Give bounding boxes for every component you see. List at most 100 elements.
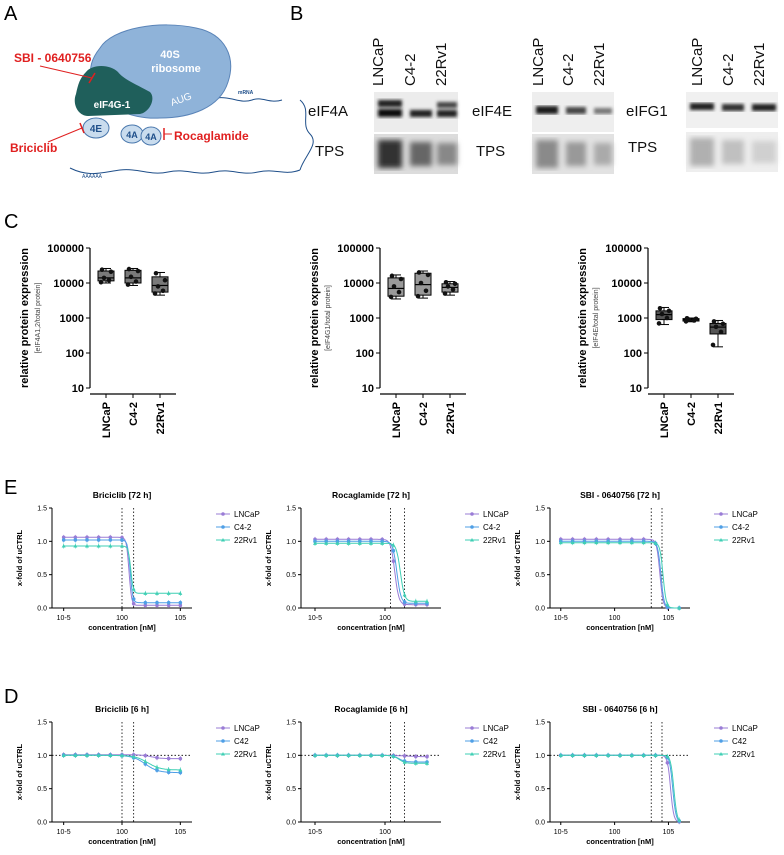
box-point (128, 274, 134, 280)
box-point (416, 270, 422, 275)
y-axis-label: x-fold of uCTRL (264, 529, 273, 586)
band-eif4a-lncap-lower (378, 109, 402, 117)
box-point (126, 266, 132, 272)
x-tick-label: 22Rv1 (155, 402, 167, 434)
lane-label-22rv1-2: 22Rv1 (591, 43, 608, 86)
x-tick-label: 22Rv1 (445, 402, 457, 434)
series-marker-22rv1 (380, 753, 385, 757)
y-tick-label: 100 (356, 348, 374, 360)
dose-chart-4: Briciclib [6 h] 0.0 0.5 1.0 1.5 10-5 100 105 con… (15, 704, 260, 846)
series-marker-22rv1 (324, 753, 329, 757)
translation-schematic: 40S ribosome eIF4G-1 4E 4A 4A AUG mRNA A… (10, 24, 314, 180)
legend-marker (221, 752, 225, 756)
legend-label: LNCaP (234, 510, 260, 519)
series-marker-22rv1 (313, 753, 317, 757)
legend-marker (719, 538, 723, 542)
box-point (720, 321, 726, 327)
series-line-c4-2 (315, 540, 427, 604)
eif4g-shape (74, 66, 153, 116)
series-marker-22rv1 (346, 541, 351, 545)
series-marker-22rv1 (402, 760, 407, 764)
y-tick-label: 100 (624, 348, 642, 360)
eif4a-label-2: 4A (145, 132, 157, 142)
legend-marker (719, 525, 723, 529)
x-tick-label: 10-5 (308, 829, 322, 836)
series-line-22rv1 (315, 542, 427, 602)
legend-label: 22Rv1 (234, 750, 258, 759)
series-marker-lncap (665, 760, 670, 765)
y-tick-label: 100 (66, 348, 84, 360)
box-plot-2: 100000 10000 1000 100 10 relative protein exp… (309, 243, 466, 438)
band-eif4e-lncap (536, 106, 558, 114)
series-marker-c42 (178, 770, 183, 775)
box-point (711, 319, 717, 324)
series-marker-22rv1 (570, 540, 575, 545)
series-marker-lncap (61, 535, 66, 540)
box-point (99, 267, 105, 272)
box-point (418, 280, 424, 286)
mrna-strand (69, 167, 301, 175)
dose-chart-2: Rocaglamide [72 h] 0.0 0.5 1.0 1.5 10-5 100con… (264, 490, 509, 632)
eif4a-label-1: 4A (126, 130, 138, 140)
y-axis-label: x-fold of uCTRL (513, 529, 522, 586)
series-marker-22rv1 (178, 591, 183, 595)
box-point (666, 308, 672, 314)
eif4g-label: eIF4G-1 (94, 100, 131, 111)
box-point (664, 315, 670, 321)
box-point (693, 316, 699, 322)
series-marker-lncap (143, 603, 148, 608)
y-axis-label: relative protein expression (19, 248, 31, 388)
panel-letter-d: D (4, 686, 18, 708)
legend-marker (221, 538, 225, 542)
box-point (133, 279, 139, 284)
box-point (391, 284, 397, 289)
band-eif4a-22rv1-upper (437, 102, 457, 108)
series-marker-22rv1 (73, 544, 78, 548)
band-tps1-22rv1 (437, 143, 457, 165)
y-tick-label: 0.0 (37, 820, 47, 827)
series-marker-22rv1 (618, 540, 622, 545)
inhibitor-rocaglamide-label: Rocaglamide (174, 129, 249, 143)
briciclib-inhibition-bar (79, 122, 85, 134)
series-marker-lncap (155, 755, 159, 760)
band-eif4a-lncap-upper (378, 100, 402, 107)
series-marker-22rv1 (582, 753, 587, 757)
series-marker-22rv1 (618, 753, 622, 757)
x-tick-label: 105 (174, 829, 186, 836)
series-marker-c4-2 (61, 538, 66, 542)
series-marker-22rv1 (413, 761, 418, 765)
target-label-eif4e: eIF4E (472, 103, 512, 120)
eif4e-label: 4E (90, 124, 103, 135)
band-tps3-22rv1 (752, 141, 776, 163)
series-marker-22rv1 (131, 587, 136, 591)
y-tick-label: 1000 (618, 313, 642, 325)
box-point (160, 288, 166, 294)
y-tick-label: 1.5 (286, 506, 296, 513)
series-marker-c4-2 (166, 600, 171, 605)
series-marker-lncap (178, 756, 183, 761)
series-marker-22rv1 (85, 544, 89, 548)
inhibitor-sbi-label: SBI - 0640756 (14, 51, 92, 65)
box-point (442, 291, 448, 296)
legend-label: LNCaP (234, 724, 260, 733)
band-tps1-lncap (378, 140, 402, 168)
band-tps2-c42 (566, 142, 586, 166)
series-marker-c4-2 (155, 600, 159, 605)
series-line-lncap (315, 538, 427, 606)
series-marker-22rv1 (178, 767, 183, 772)
y-tick-label: 100000 (605, 243, 642, 255)
y-tick-label: 1.5 (37, 720, 47, 727)
y-tick-label: 10000 (611, 278, 642, 290)
x-tick-label: 100 (379, 829, 391, 836)
legend-marker (221, 512, 225, 516)
series-marker-c4-2 (402, 600, 407, 604)
target-label-eifg1: eIFG1 (626, 103, 668, 120)
ribosome-label-line2: ribosome (151, 63, 201, 75)
series-marker-22rv1 (61, 544, 66, 548)
x-tick-label: 22Rv1 (713, 402, 725, 434)
box-point (443, 279, 449, 285)
y-tick-label: 0.0 (535, 820, 545, 827)
series-marker-lncap (73, 535, 78, 540)
y-tick-label: 0.0 (286, 820, 296, 827)
